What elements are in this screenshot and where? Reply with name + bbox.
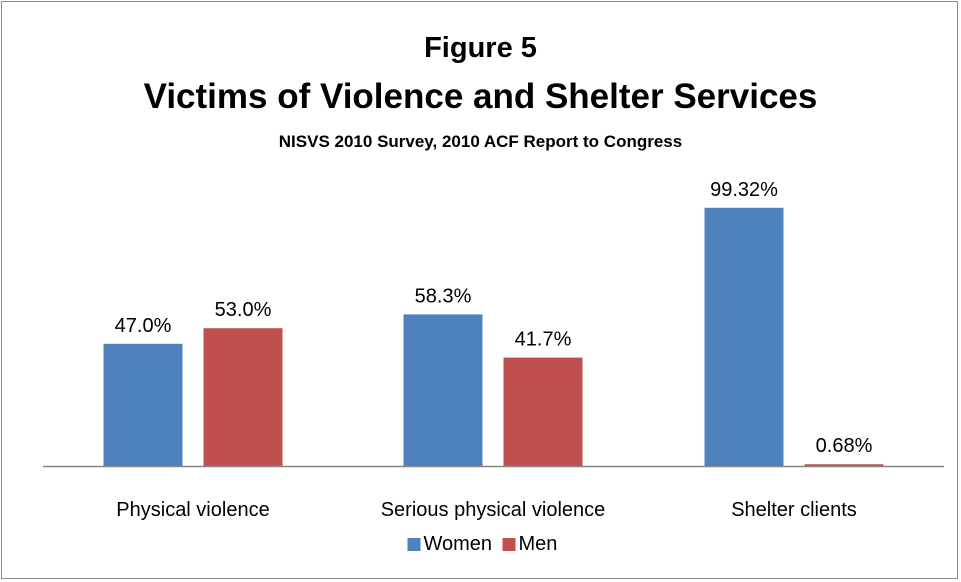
data-label-men-3: 0.68% <box>816 435 873 457</box>
category-label-1: Physical violence <box>116 499 269 521</box>
data-label-men-2: 41.7% <box>515 329 572 351</box>
bar-women-2 <box>403 314 483 466</box>
bar-men-1 <box>203 328 283 466</box>
data-label-women-3: 99.32% <box>710 179 778 201</box>
legend-label-women: Women <box>424 533 493 555</box>
chart-title: Figure 5 <box>424 32 537 64</box>
legend-swatch-women <box>407 538 421 551</box>
data-label-men-1: 53.0% <box>215 299 272 321</box>
category-label-2: Serious physical violence <box>381 499 606 521</box>
legend-swatch-men <box>502 538 516 551</box>
chart-subtitle: Victims of Violence and Shelter Services <box>143 77 818 116</box>
data-label-women-2: 58.3% <box>415 285 472 307</box>
data-label-women-1: 47.0% <box>115 315 172 337</box>
bar-men-3 <box>804 464 884 466</box>
bar-men-2 <box>503 357 583 466</box>
legend-label-men: Men <box>519 533 558 555</box>
category-label-3: Shelter clients <box>731 499 857 521</box>
chart-source-subtitle: NISVS 2010 Survey, 2010 ACF Report to Co… <box>278 132 683 151</box>
bar-women-3 <box>704 207 784 466</box>
bar-women-1 <box>103 343 183 466</box>
